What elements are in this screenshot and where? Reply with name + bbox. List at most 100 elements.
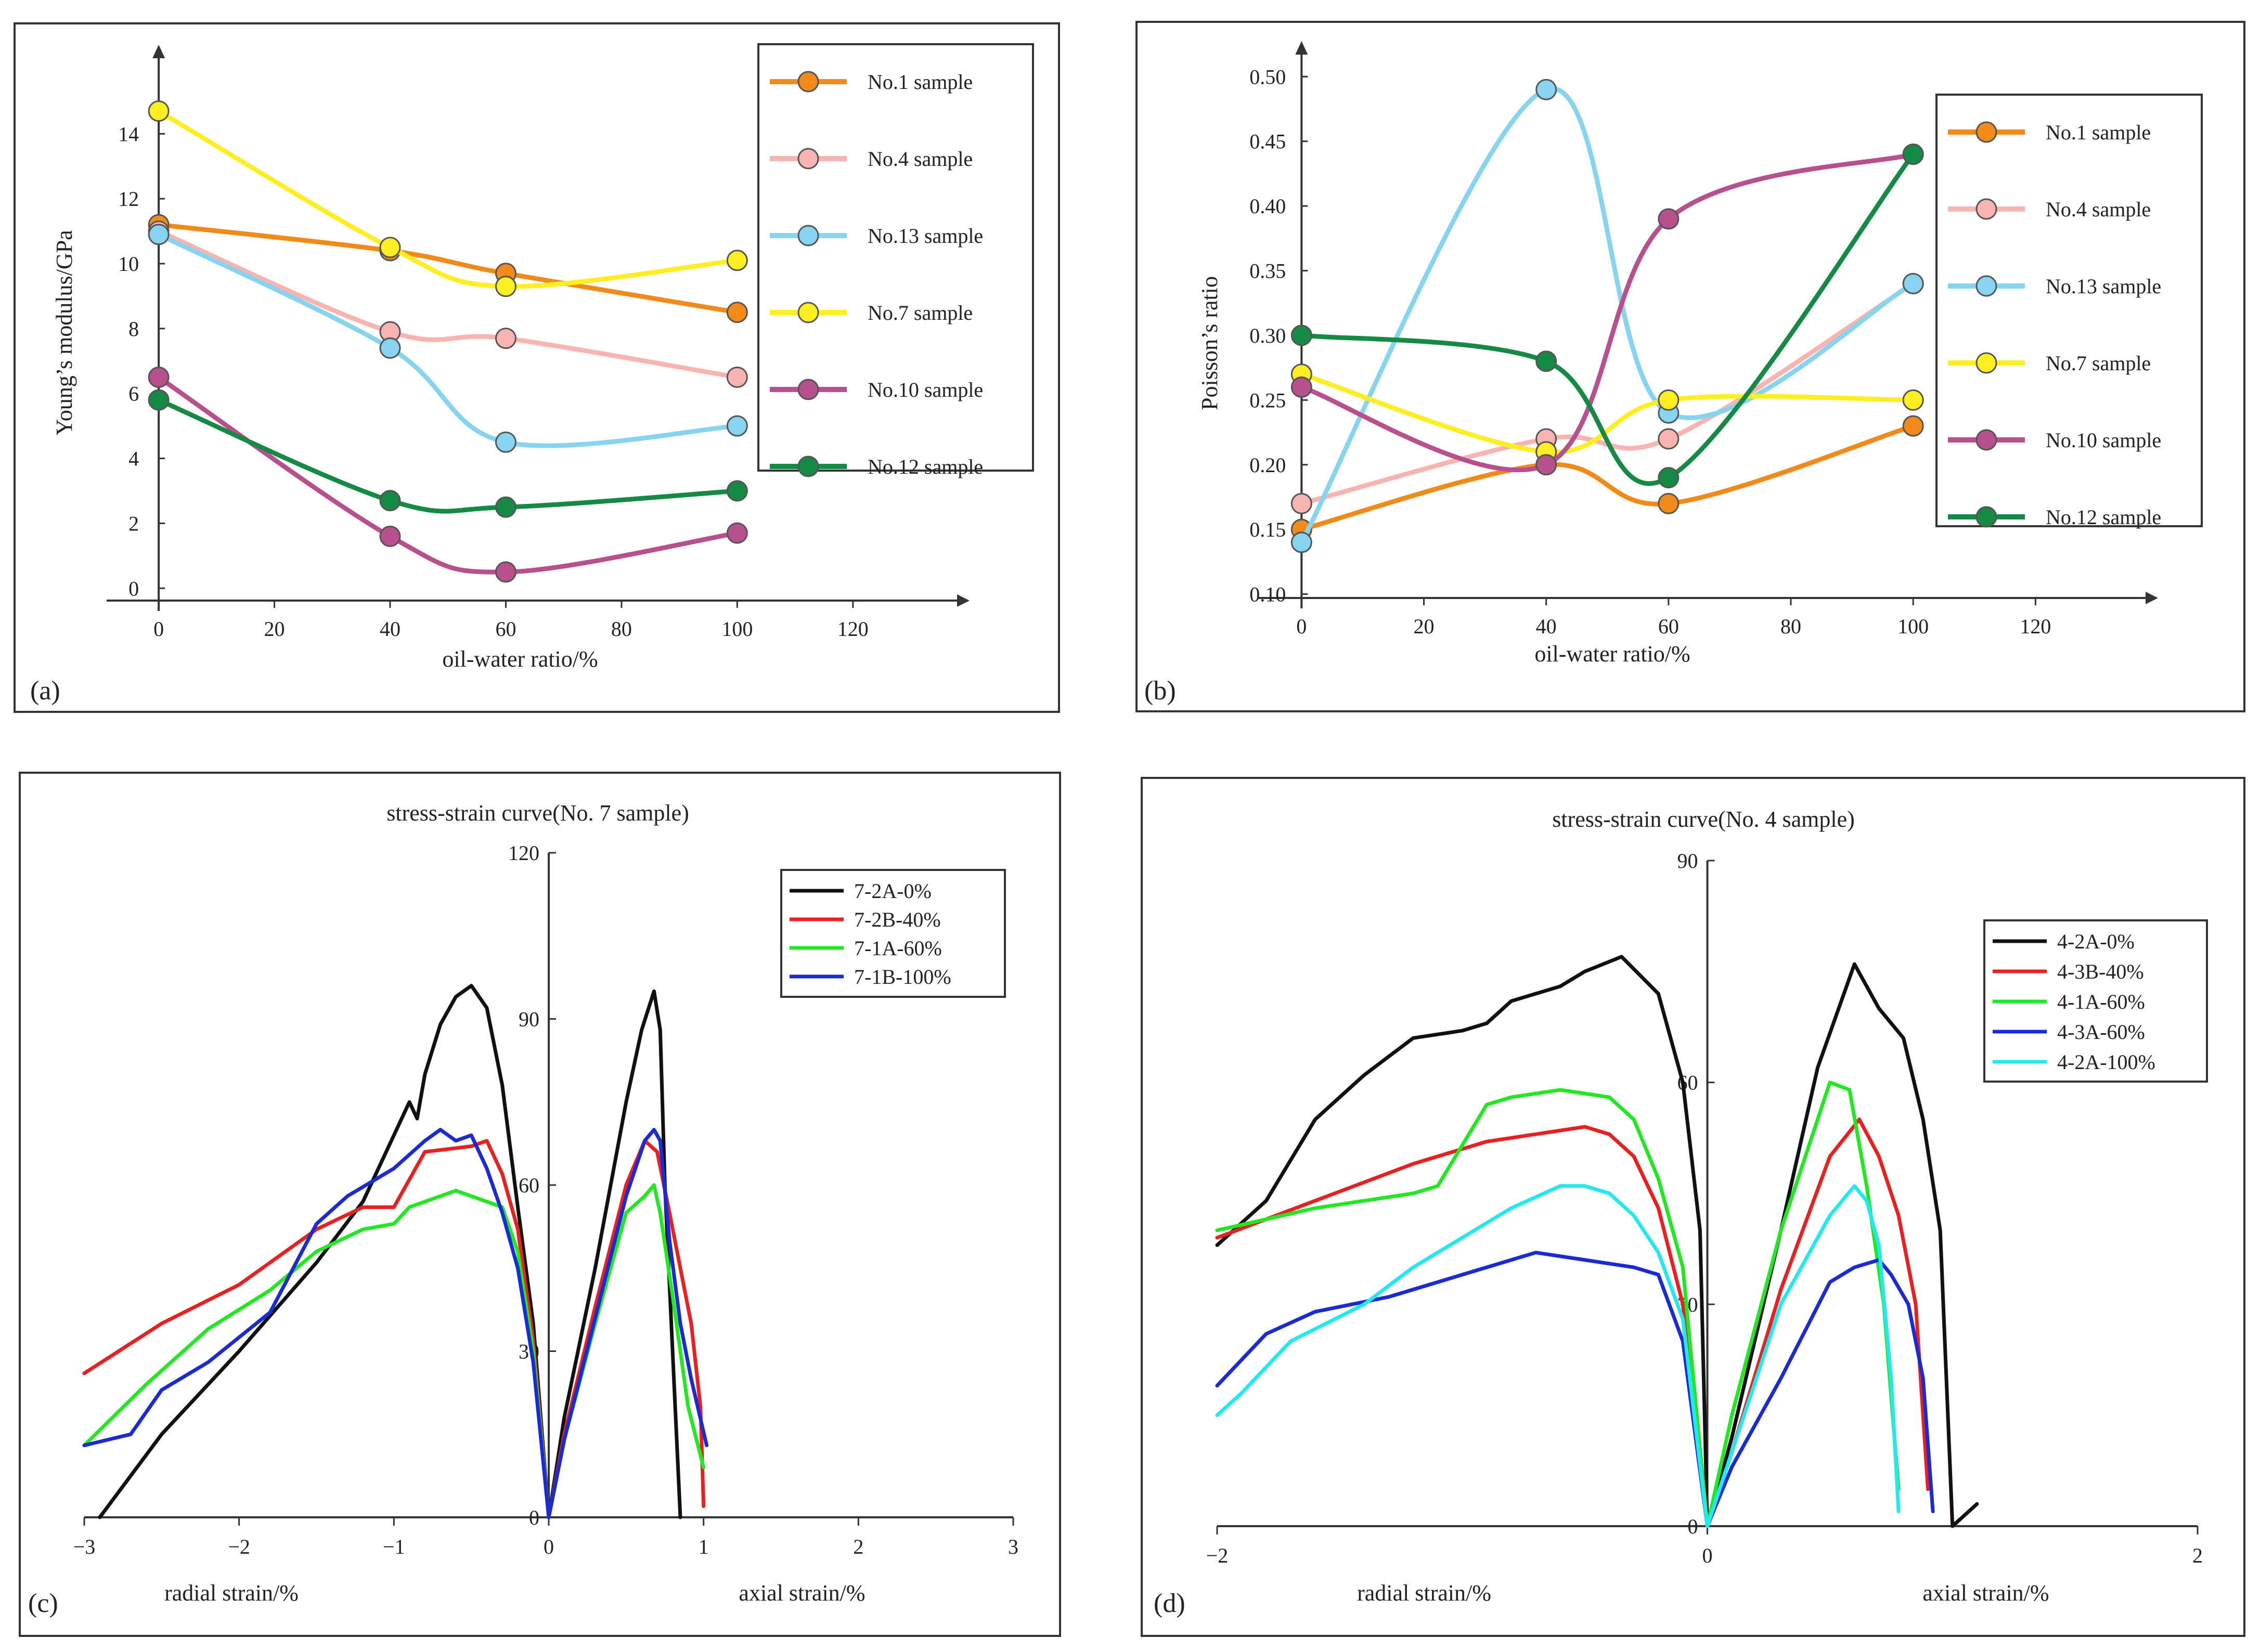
x-tick-label: 0 [544, 1535, 554, 1558]
legend-label: No.7 sample [2046, 352, 2151, 375]
legend-label: No.12 sample [2046, 505, 2161, 529]
data-point [1535, 350, 1557, 372]
legend-swatch-marker [797, 71, 819, 93]
data-point [1290, 492, 1312, 514]
legend-label: No.4 sample [2046, 198, 2151, 221]
data-point [1658, 492, 1680, 514]
data-point [495, 276, 516, 297]
panel-d-label: (d) [1154, 1589, 1185, 1618]
data-point [1535, 79, 1557, 100]
data-point [1902, 272, 1924, 294]
data-point [726, 415, 748, 437]
radial-strain-label: radial strain/% [1357, 1580, 1491, 1606]
legend-label: 4-2A-0% [2057, 930, 2135, 953]
y-tick-label: 0 [1688, 1515, 1698, 1538]
x-tick-label: −3 [73, 1535, 96, 1558]
stress-strain-curve-3 [82, 1183, 706, 1519]
panel-b-frame [1135, 21, 2245, 712]
x-tick-label: 1 [699, 1535, 709, 1558]
data-point [148, 224, 170, 245]
y-tick-label: 0.20 [1249, 453, 1286, 477]
chart-title: stress-strain curve(No. 4 sample) [1552, 807, 1855, 832]
legend-swatch-marker [1975, 275, 1997, 297]
legend-swatch-marker [1975, 506, 1997, 528]
y-tick-label: 0.30 [1249, 324, 1286, 347]
legend-swatch-marker [1975, 352, 1997, 374]
data-point [148, 389, 170, 411]
radial-strain-label: radial strain/% [164, 1580, 299, 1606]
stress-strain-curve-2 [1215, 1117, 1930, 1528]
x-tick-label: −1 [383, 1535, 405, 1558]
stress-strain-curve-2 [82, 1139, 706, 1519]
y-tick-label: 90 [1677, 849, 1698, 873]
y-tick-label: 120 [508, 841, 539, 865]
panel-a-frame [14, 22, 1060, 713]
legend-swatch-marker [797, 148, 819, 170]
x-tick-label: 40 [1536, 615, 1557, 638]
data-point [495, 561, 516, 583]
legend-label: No.1 sample [868, 70, 973, 94]
y-tick-label: 0.15 [1249, 518, 1286, 541]
series-line-5 [1299, 152, 1916, 473]
x-tick-label: 120 [837, 617, 869, 641]
x-axis-arrow [2146, 592, 2158, 604]
legend-label: No.4 sample [868, 147, 973, 171]
x-axis-label: oil-water ratio/% [1534, 641, 1690, 667]
x-tick-label: −2 [228, 1535, 250, 1558]
series-line-2 [1299, 281, 1916, 506]
x-tick-label: 0 [1296, 615, 1307, 638]
legend-swatch-marker [797, 456, 819, 477]
data-point [495, 328, 516, 349]
legend-swatch-marker [797, 379, 819, 400]
series-line-6 [156, 397, 740, 514]
y-tick-label: 60 [519, 1174, 539, 1197]
legend-swatch-marker [1975, 198, 1997, 220]
legend-swatch-marker [1975, 429, 1997, 451]
x-tick-label: 20 [1413, 615, 1434, 638]
data-point [379, 337, 401, 359]
legend-label: 7-2A-0% [854, 879, 932, 903]
panel-b-plot: 0 20 40 60 80 100 120 0.10 0.15 0.20 0.25 0.30 0.35 0… [1197, 41, 2203, 667]
x-tick-label: 100 [721, 617, 753, 641]
y-tick-label: 4 [128, 447, 139, 471]
x-tick-label: 2 [2192, 1544, 2203, 1567]
stress-strain-curve-4 [82, 1128, 709, 1519]
x-tick-label: 20 [264, 617, 285, 641]
y-tick-label: 2 [128, 512, 139, 535]
y-tick-label: 0.45 [1249, 130, 1286, 153]
data-point [379, 490, 401, 512]
y-tick-label: 0.25 [1249, 388, 1286, 412]
stress-strain-curve-3 [1215, 1081, 1901, 1528]
legend-label: 4-2A-100% [2057, 1050, 2155, 1074]
data-point [726, 302, 748, 323]
y-tick-label: 14 [118, 122, 139, 146]
legend-label: No.1 sample [2046, 121, 2151, 144]
stress-strain-curve-1 [1215, 955, 1979, 1528]
data-point [726, 480, 748, 502]
stress-strain-curve-5 [1215, 1184, 1901, 1528]
data-point [379, 237, 401, 258]
legend-label: No.10 sample [868, 378, 983, 401]
series-line-1 [156, 222, 740, 315]
legend-swatch-marker [797, 225, 819, 246]
y-tick-label: 12 [118, 187, 139, 211]
legend-label: 4-3B-40% [2057, 960, 2144, 983]
x-axis-label: oil-water ratio/% [442, 646, 598, 672]
stress-strain-curve-1 [98, 984, 682, 1519]
data-point [1290, 324, 1312, 346]
legend-label: 4-3A-60% [2057, 1020, 2145, 1044]
y-tick-label: 10 [118, 252, 139, 276]
y-tick-label: 0 [128, 577, 139, 600]
legend-label: 7-1B-100% [854, 965, 951, 988]
y-tick-label: 0.10 [1249, 583, 1286, 606]
y-axis-label: Young’s modulus/GPa [51, 230, 77, 435]
data-point [1658, 467, 1680, 489]
data-point [148, 367, 170, 388]
series-line-4 [156, 109, 740, 289]
panel-a-label: (a) [30, 676, 60, 706]
panel-b-label: (b) [1144, 676, 1176, 706]
data-point [495, 431, 516, 453]
panel-a-plot: 0 20 40 60 80 100 120 0 2 4 6 8 10 12 14 oil-water rati… [51, 43, 1034, 672]
panel-c-frame [19, 772, 1061, 1637]
